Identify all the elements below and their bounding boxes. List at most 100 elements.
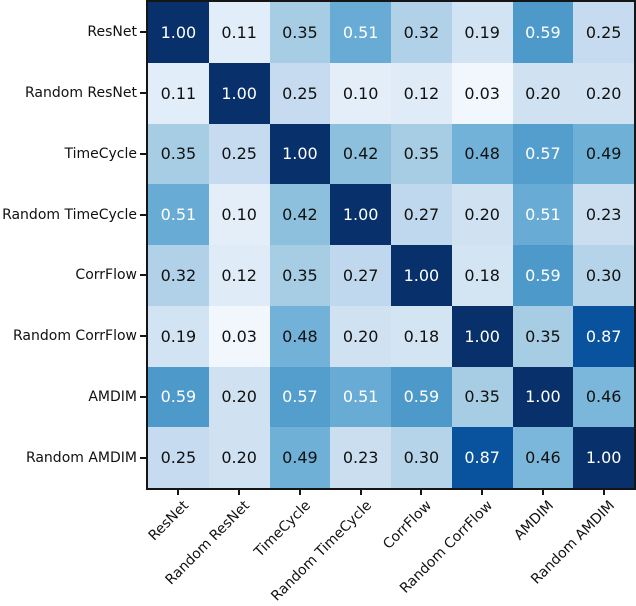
heatmap-cell-value: 0.30	[403, 448, 440, 468]
y-tick-label: Random ResNet	[25, 85, 137, 102]
heatmap-cell-value: 0.57	[525, 144, 561, 164]
heatmap-cell-value: 0.27	[403, 205, 440, 225]
heatmap-cell-value: 1.00	[221, 83, 257, 103]
heatmap-cell: 0.59	[512, 2, 574, 63]
heatmap-cell: 0.20	[573, 62, 634, 124]
x-axis-tick	[177, 488, 180, 495]
x-axis-tick	[420, 488, 423, 495]
heatmap-cell-value: 0.87	[464, 448, 500, 468]
heatmap-cell: 0.12	[391, 62, 452, 124]
heatmap-cell-value: 0.20	[221, 387, 257, 407]
heatmap-cell-value: 0.59	[525, 265, 561, 285]
heatmap-cell: 0.51	[512, 184, 574, 245]
y-axis-tick	[140, 456, 148, 459]
heatmap-cell: 0.11	[148, 62, 209, 124]
heatmap-cell-value: 0.51	[342, 387, 379, 407]
heatmap-cell: 0.25	[269, 62, 331, 124]
heatmap-cell: 0.25	[208, 123, 270, 185]
heatmap-cell: 1.00	[208, 62, 270, 124]
heatmap-cell: 0.35	[391, 123, 452, 185]
heatmap-cell-value: 1.00	[525, 387, 561, 407]
heatmap-cell-value: 1.00	[282, 144, 318, 164]
heatmap-cell: 1.00	[573, 427, 634, 488]
heatmap-cell-value: 0.59	[160, 387, 197, 407]
heatmap-cell: 0.51	[330, 366, 391, 428]
y-axis-tick	[140, 92, 148, 95]
heatmap-cell-value: 1.00	[160, 22, 197, 42]
x-axis-tick	[359, 488, 362, 495]
heatmap-cell: 0.32	[148, 245, 209, 306]
heatmap-cell-value: 0.48	[464, 144, 500, 164]
heatmap-cell: 0.35	[269, 2, 331, 63]
heatmap-cell: 1.00	[451, 305, 513, 367]
y-axis-tick	[140, 395, 148, 398]
heatmap-cell-value: 0.59	[525, 22, 561, 42]
heatmap-cell-value: 0.32	[403, 22, 440, 42]
heatmap-cell: 0.20	[512, 62, 574, 124]
y-axis-tick	[140, 31, 148, 34]
x-axis-tick	[602, 488, 605, 495]
heatmap-cell-value: 0.20	[342, 326, 379, 346]
heatmap-cell-value: 1.00	[342, 205, 379, 225]
heatmap-cell-value: 0.12	[221, 265, 257, 285]
heatmap-cell-value: 1.00	[464, 326, 500, 346]
heatmap-cell: 0.57	[512, 123, 574, 185]
heatmap-cell: 0.27	[391, 184, 452, 245]
y-tick-label: Random TimeCycle	[2, 206, 137, 223]
heatmap-cell: 0.57	[269, 366, 331, 428]
y-tick-label: Random AMDIM	[25, 449, 137, 466]
heatmap-cell-value: 0.11	[160, 83, 197, 103]
heatmap-cell: 0.46	[512, 427, 574, 488]
heatmap-cell: 0.48	[269, 305, 331, 367]
y-tick-label: TimeCycle	[64, 145, 137, 162]
heatmap-cell-value: 0.25	[282, 83, 318, 103]
heatmap-cell: 0.18	[391, 305, 452, 367]
heatmap-cell: 0.10	[208, 184, 270, 245]
heatmap-cell-value: 0.87	[585, 326, 622, 346]
heatmap-cell: 0.18	[451, 245, 513, 306]
y-axis-tick	[140, 335, 148, 338]
y-tick-label: CorrFlow	[75, 267, 137, 284]
x-axis-tick	[238, 488, 241, 495]
heatmap-cell: 1.00	[269, 123, 331, 185]
heatmap-cell: 0.23	[330, 427, 391, 488]
x-axis-tick	[481, 488, 484, 495]
y-axis-tick	[140, 274, 148, 277]
heatmap-cell: 1.00	[512, 366, 574, 428]
heatmap-cell: 0.51	[330, 2, 391, 63]
heatmap-cell-value: 0.42	[282, 205, 318, 225]
heatmap-cell: 0.51	[148, 184, 209, 245]
heatmap-cell-value: 0.25	[160, 448, 197, 468]
heatmap-cell-value: 1.00	[585, 448, 622, 468]
heatmap-cell-value: 0.20	[525, 83, 561, 103]
heatmap-cell-value: 0.03	[221, 326, 257, 346]
heatmap-cell-value: 0.32	[160, 265, 197, 285]
heatmap-cell-value: 0.42	[342, 144, 379, 164]
heatmap-cell: 0.35	[148, 123, 209, 185]
heatmap-cell: 0.87	[451, 427, 513, 488]
heatmap-cell: 0.25	[573, 2, 634, 63]
heatmap-cell: 0.32	[391, 2, 452, 63]
heatmap-cell: 1.00	[330, 184, 391, 245]
heatmap-cell-value: 0.11	[221, 22, 257, 42]
heatmap-cell-value: 0.12	[403, 83, 440, 103]
heatmap-cell: 0.27	[330, 245, 391, 306]
y-axis-tick	[140, 152, 148, 155]
heatmap-plot-area: 1.00 0.11 0.35 0.51 0.32 0.19 0.59 0.25 0.11 1.00…	[148, 2, 634, 488]
heatmap-cell-value: 0.10	[221, 205, 257, 225]
heatmap-cell-value: 0.35	[282, 265, 318, 285]
heatmap-cell-value: 0.20	[585, 83, 622, 103]
heatmap-cell-value: 0.49	[585, 144, 622, 164]
heatmap-cell-value: 0.59	[403, 387, 440, 407]
heatmap-cell: 0.49	[269, 427, 331, 488]
heatmap-cell-value: 0.35	[160, 144, 197, 164]
heatmap-cell-value: 0.25	[221, 144, 257, 164]
heatmap-cell-value: 0.10	[342, 83, 379, 103]
heatmap-cell-value: 0.18	[464, 265, 500, 285]
heatmap-cell-value: 0.51	[525, 205, 561, 225]
heatmap-cell-value: 0.25	[585, 22, 622, 42]
heatmap-cell: 0.49	[573, 123, 634, 185]
heatmap-cell: 0.12	[208, 245, 270, 306]
heatmap-cell-value: 0.48	[282, 326, 318, 346]
